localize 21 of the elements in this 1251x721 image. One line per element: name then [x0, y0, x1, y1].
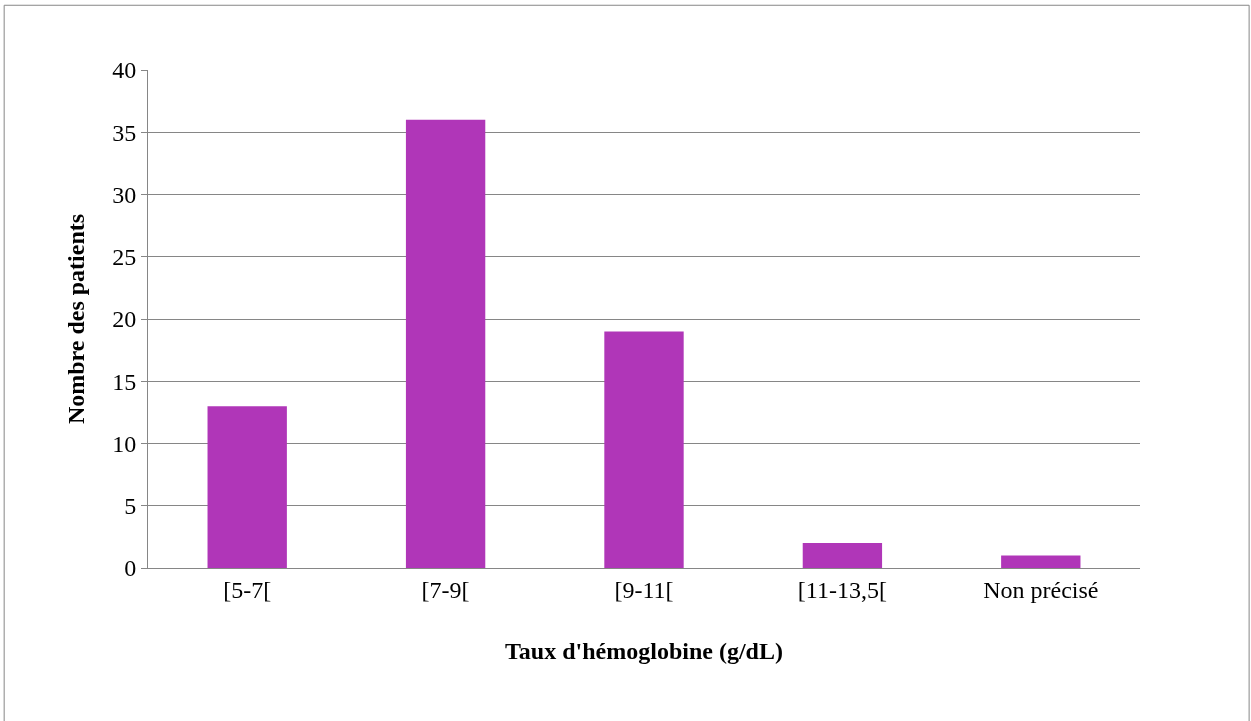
y-axis-title: Nombre des patients	[63, 213, 90, 425]
y-tick-label: 20	[112, 306, 137, 333]
y-tick-label: 10	[112, 430, 137, 457]
y-tick-label: 30	[112, 181, 137, 208]
x-tick-label: [9-11[	[614, 576, 674, 603]
bar	[802, 543, 883, 568]
bar	[604, 331, 684, 568]
x-tick-label: [7-9[	[421, 576, 470, 603]
y-tick-label: 35	[112, 119, 137, 146]
y-tick-label: 40	[112, 57, 137, 84]
bar	[207, 406, 287, 568]
y-tick-label: 25	[112, 244, 137, 271]
x-tick-label: [5-7[	[223, 576, 272, 603]
y-tick-label: 15	[112, 368, 137, 395]
x-axis-title: Taux d'hémoglobine (g/dL)	[505, 638, 783, 665]
bar	[405, 119, 486, 568]
x-tick-label: [11-13,5[	[797, 576, 887, 603]
y-tick-label: 0	[124, 555, 137, 582]
y-tick-label: 5	[124, 493, 137, 520]
x-tick-label: Non précisé	[983, 576, 1099, 603]
bar	[1001, 555, 1081, 568]
